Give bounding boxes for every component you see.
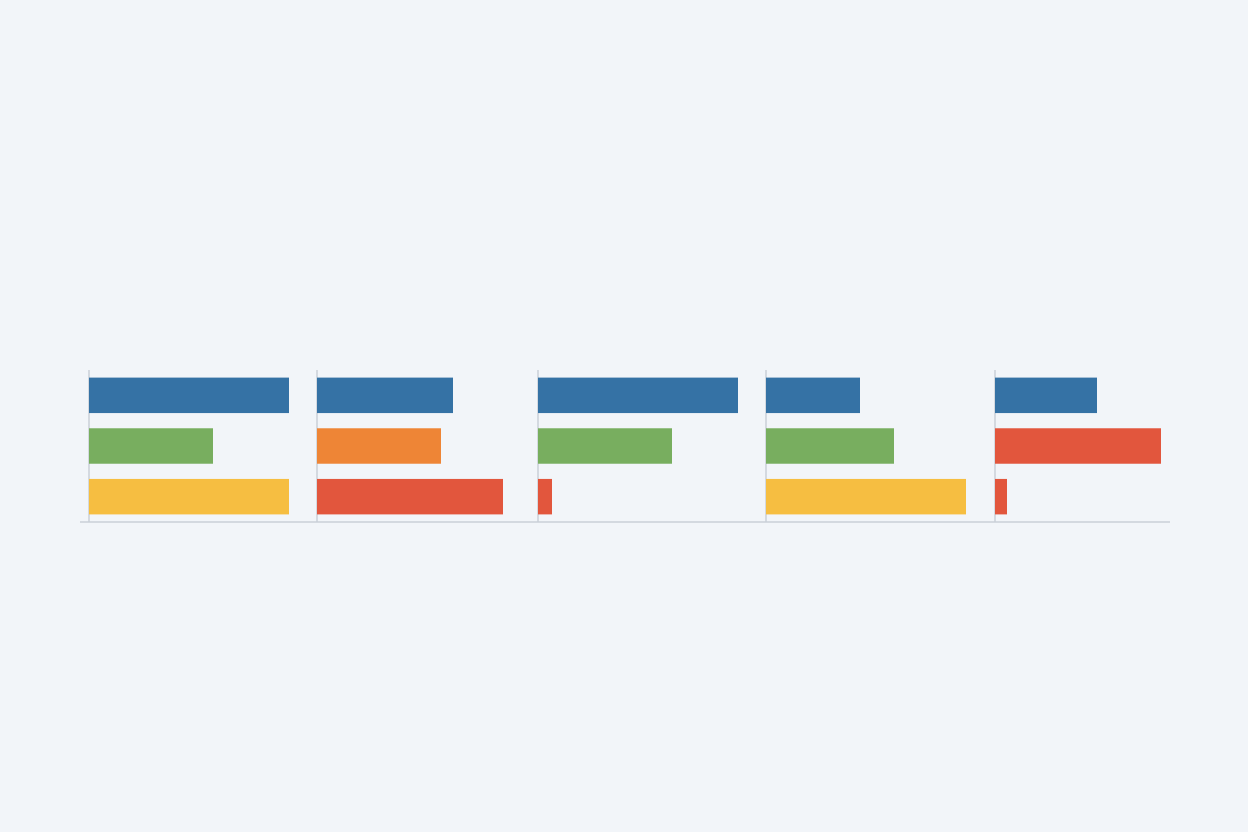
- bar: [995, 478, 1007, 515]
- bar: [766, 377, 860, 414]
- bar: [538, 478, 552, 515]
- bar: [317, 377, 453, 414]
- bar: [766, 428, 894, 464]
- bar: [538, 377, 738, 414]
- bar: [766, 478, 966, 515]
- bar: [317, 428, 441, 464]
- bar: [89, 377, 289, 414]
- bar: [538, 428, 672, 464]
- bar: [89, 478, 289, 515]
- bar: [89, 428, 213, 464]
- bar: [995, 428, 1161, 464]
- bar: [317, 478, 503, 515]
- bar: [995, 377, 1097, 414]
